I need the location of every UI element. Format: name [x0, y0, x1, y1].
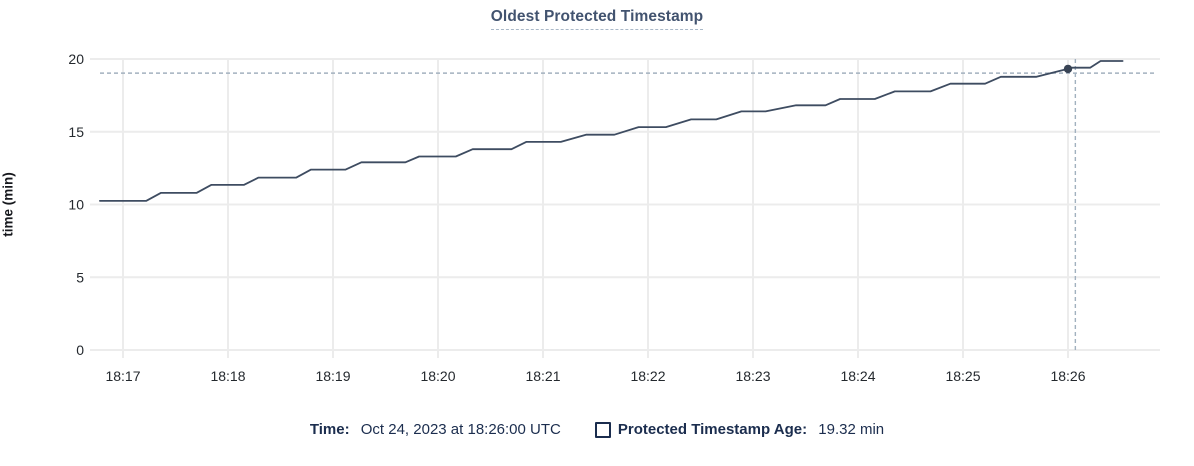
legend-series-label: Protected Timestamp Age:: [617, 421, 808, 438]
y-tick-label: 0: [76, 342, 84, 358]
x-tick-label: 18:22: [630, 368, 665, 384]
y-tick-label: 15: [68, 124, 84, 140]
x-tick-label: 18:19: [315, 368, 350, 384]
x-tick-label: 18:17: [105, 368, 140, 384]
legend-series-value: 19.32 min: [814, 421, 885, 438]
x-tick-label: 18:21: [525, 368, 560, 384]
chart-title-row: Oldest Protected Timestamp: [0, 8, 1194, 30]
footer-time-label: Time:: [309, 421, 350, 438]
legend-item-protected-timestamp-age[interactable]: Protected Timestamp Age: 19.32 min: [594, 421, 885, 438]
series-line-protected-timestamp-age: [99, 60, 1124, 202]
x-tick-label: 18:23: [735, 368, 770, 384]
x-tick-label: 18:18: [210, 368, 245, 384]
y-tick-label: 5: [76, 269, 84, 285]
x-tick-label: 18:24: [840, 368, 875, 384]
chart-title[interactable]: Oldest Protected Timestamp: [490, 8, 704, 30]
chart-footer: Time: Oct 24, 2023 at 18:26:00 UTC Prote…: [0, 421, 1194, 438]
x-tick-label: 18:20: [420, 368, 455, 384]
x-tick-label: 18:26: [1050, 368, 1085, 384]
legend-checkbox-icon[interactable]: [594, 421, 611, 438]
chart-plot-area[interactable]: 0 5 10 15 20 18:17 18:18 18:19 18:20 18:21 18:22 18…: [0, 0, 1194, 400]
y-tick-label: 20: [68, 51, 84, 67]
highlighted-data-point[interactable]: [1063, 64, 1073, 74]
y-tick-label: 10: [68, 197, 84, 213]
footer-time-value: Oct 24, 2023 at 18:26:00 UTC: [356, 421, 561, 438]
x-tick-label: 18:25: [945, 368, 980, 384]
